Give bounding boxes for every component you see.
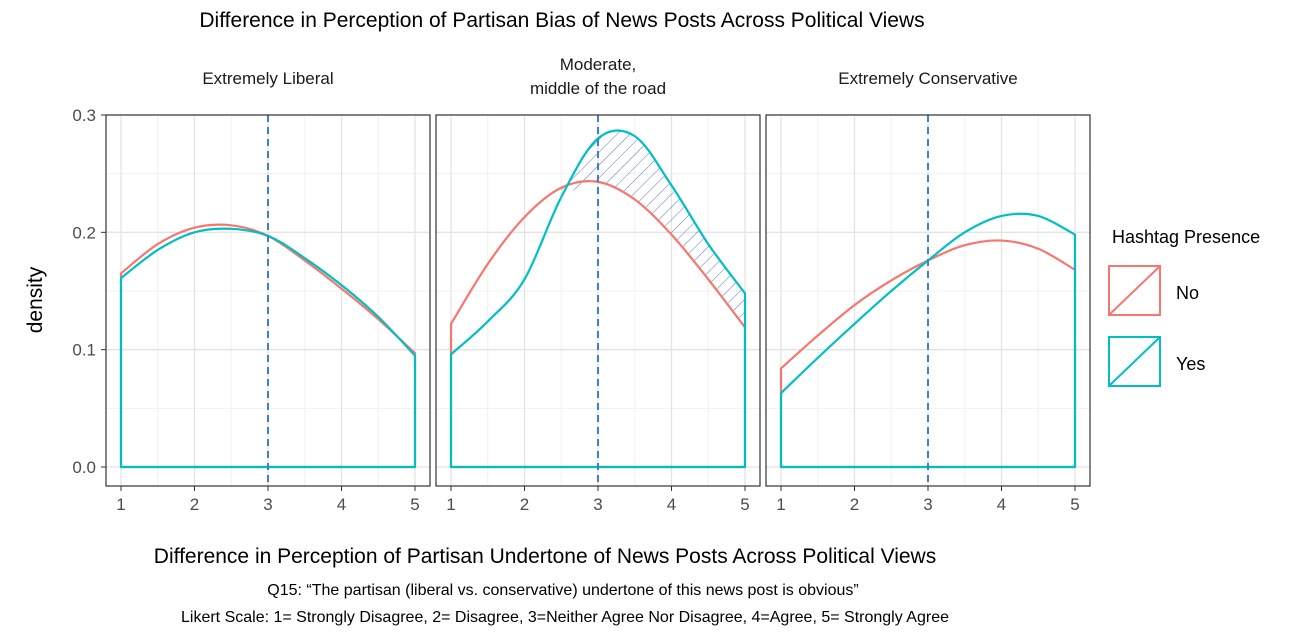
facet-title: Extremely Liberal xyxy=(202,69,333,88)
x-tick-label: 2 xyxy=(850,495,859,514)
legend-label-yes: Yes xyxy=(1176,354,1205,374)
caption-title: Difference in Perception of Partisan Und… xyxy=(154,545,936,568)
x-tick-label: 2 xyxy=(190,495,199,514)
facet-panel: Extremely Liberal 1 2 3 4 5 xyxy=(105,69,431,514)
x-tick-label: 5 xyxy=(740,495,749,514)
y-tick-label: 0.2 xyxy=(72,223,96,242)
y-axis-ticks: 0.0 0.1 0.2 0.3 xyxy=(72,106,106,477)
facet-panel: Extremely Conservative 1 2 3 4 5 xyxy=(765,69,1091,514)
x-tick-label: 3 xyxy=(593,495,602,514)
facet-title: Extremely Conservative xyxy=(838,69,1018,88)
x-tick-label: 3 xyxy=(923,495,932,514)
difference-hatch-area xyxy=(561,131,745,328)
legend-diagonal-no xyxy=(1109,266,1160,315)
legend-key-no: No xyxy=(1108,265,1199,316)
density-line-yes xyxy=(449,129,747,469)
figure-title: Difference in Perception of Partisan Bia… xyxy=(199,9,924,32)
x-tick-label: 5 xyxy=(410,495,419,514)
legend: Hashtag Presence No Yes xyxy=(1108,227,1260,387)
legend-label-no: No xyxy=(1176,283,1199,303)
x-tick-label: 4 xyxy=(997,495,1006,514)
x-tick-label: 2 xyxy=(520,495,529,514)
facet-panel: Moderate, middle of the road 1 2 3 4 5 xyxy=(435,55,761,514)
y-tick-label: 0.0 xyxy=(72,458,96,477)
x-tick-label: 1 xyxy=(116,495,125,514)
x-tick-label: 1 xyxy=(776,495,785,514)
x-tick-label: 3 xyxy=(263,495,272,514)
y-tick-label: 0.1 xyxy=(72,341,96,360)
question-text: Q15: “The partisan (liberal vs. conserva… xyxy=(267,582,858,599)
x-tick-label: 1 xyxy=(446,495,455,514)
facet-title: middle of the road xyxy=(530,79,666,98)
legend-key-yes: Yes xyxy=(1108,336,1205,387)
x-tick-label: 4 xyxy=(337,495,346,514)
facet-title: Moderate, xyxy=(560,55,637,74)
legend-title: Hashtag Presence xyxy=(1112,227,1260,247)
x-tick-label: 4 xyxy=(667,495,676,514)
facet-panels: Extremely Liberal 1 2 3 4 5 Moderate, middle of… xyxy=(105,55,1091,514)
legend-diagonal-yes xyxy=(1109,337,1160,386)
likert-scale-note: Likert Scale: 1= Strongly Disagree, 2= D… xyxy=(181,609,949,626)
y-axis-title: density xyxy=(24,266,47,333)
y-tick-label: 0.3 xyxy=(72,106,96,125)
x-tick-label: 5 xyxy=(1070,495,1079,514)
